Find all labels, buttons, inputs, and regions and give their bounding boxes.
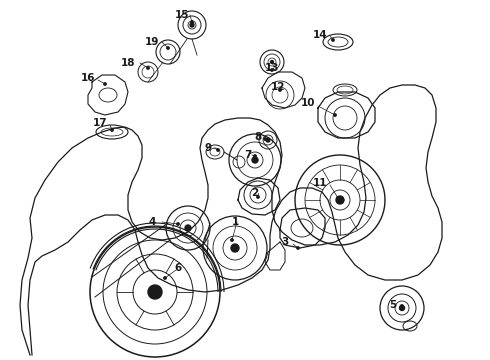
Text: 18: 18 — [121, 58, 135, 68]
Text: 1: 1 — [231, 217, 239, 227]
Circle shape — [399, 306, 405, 310]
Circle shape — [332, 39, 334, 41]
Circle shape — [264, 138, 266, 140]
Text: 6: 6 — [174, 263, 182, 273]
Text: 8: 8 — [254, 132, 262, 142]
Circle shape — [231, 244, 239, 252]
Text: 17: 17 — [93, 118, 107, 128]
Circle shape — [147, 67, 149, 69]
Text: 15: 15 — [175, 10, 189, 20]
Text: 19: 19 — [145, 37, 159, 47]
Text: 11: 11 — [313, 178, 327, 188]
Circle shape — [279, 89, 281, 91]
Circle shape — [270, 60, 273, 63]
Circle shape — [185, 225, 191, 231]
Circle shape — [337, 197, 339, 199]
Circle shape — [401, 305, 403, 307]
Circle shape — [252, 157, 258, 163]
Text: 13: 13 — [265, 63, 279, 73]
Circle shape — [254, 155, 256, 157]
Circle shape — [177, 223, 179, 225]
Circle shape — [190, 23, 194, 27]
Circle shape — [217, 149, 219, 151]
Text: 10: 10 — [301, 98, 315, 108]
Circle shape — [231, 239, 233, 241]
Text: 9: 9 — [204, 143, 212, 153]
Circle shape — [271, 69, 273, 71]
Text: 12: 12 — [271, 82, 285, 92]
Circle shape — [104, 83, 106, 85]
Circle shape — [336, 196, 344, 204]
Text: 3: 3 — [281, 237, 289, 247]
Circle shape — [164, 277, 166, 279]
Text: 14: 14 — [313, 30, 327, 40]
Text: 7: 7 — [245, 150, 252, 160]
Circle shape — [167, 47, 169, 49]
Text: 2: 2 — [251, 188, 259, 198]
Text: 4: 4 — [148, 217, 156, 227]
Text: 16: 16 — [81, 73, 95, 83]
Circle shape — [257, 196, 259, 198]
Circle shape — [297, 247, 299, 249]
Circle shape — [334, 114, 336, 116]
Circle shape — [266, 138, 270, 142]
Circle shape — [111, 129, 113, 131]
Circle shape — [191, 21, 193, 23]
Text: 5: 5 — [390, 300, 396, 310]
Circle shape — [148, 285, 162, 299]
